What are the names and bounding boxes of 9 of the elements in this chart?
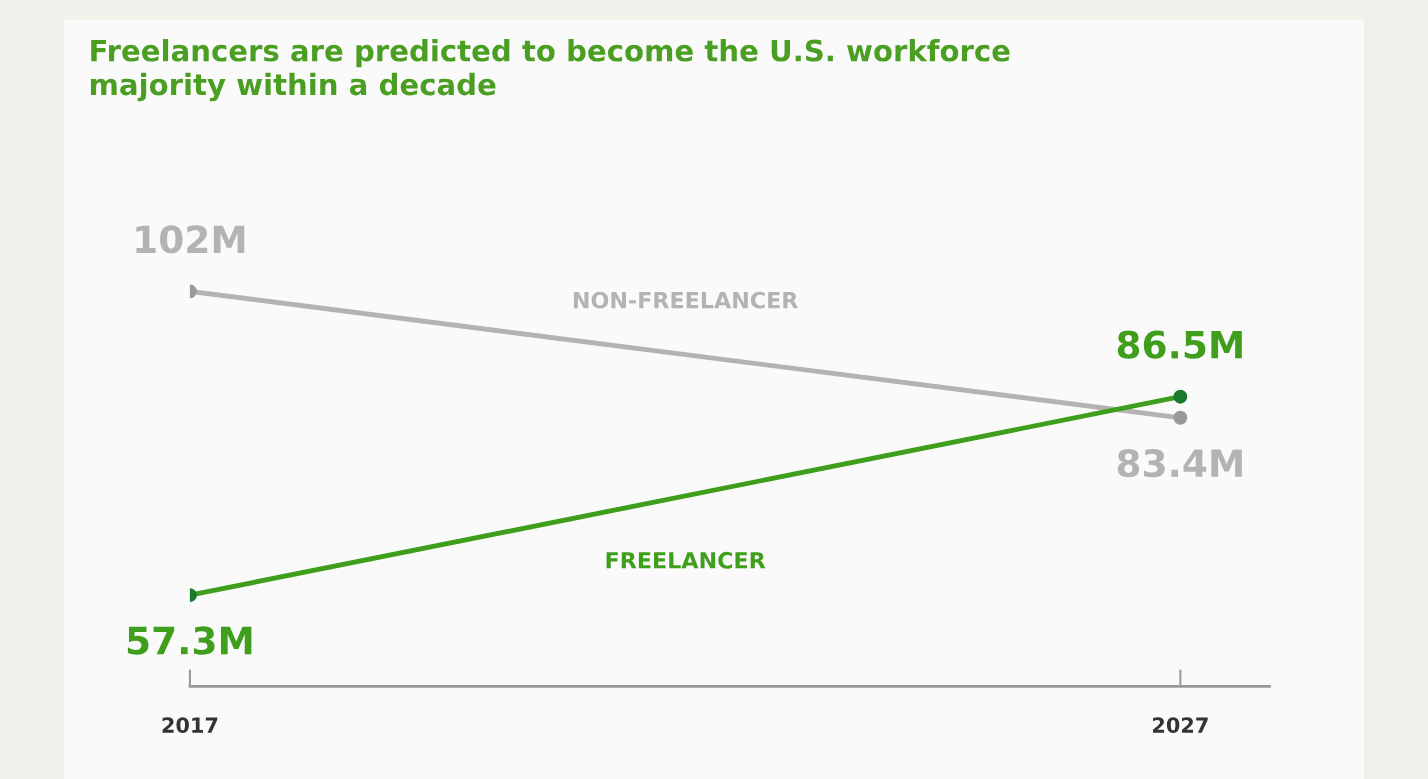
data-label: 86.5M: [1117, 330, 1242, 359]
series-label: FREELANCER: [606, 551, 766, 569]
data-label: 57.3M: [127, 626, 252, 655]
chart-title: Freelancers are predicted to become the U.S. workforce majority within a decade: [90, 39, 1010, 102]
x-tick-label: 2027: [1153, 717, 1208, 733]
x-tick-label: 2017: [162, 717, 218, 733]
data-label: 102M: [136, 225, 245, 254]
data-label: 83.4M: [1117, 448, 1242, 478]
series-label: NON-FREELANCER: [573, 291, 798, 309]
